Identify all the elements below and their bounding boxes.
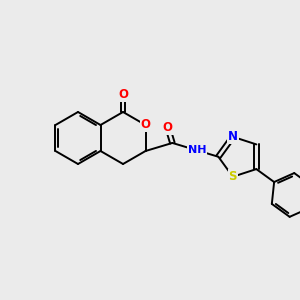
Text: NH: NH: [188, 146, 206, 155]
Text: O: O: [140, 118, 151, 131]
Text: O: O: [163, 121, 173, 134]
Text: O: O: [118, 88, 128, 101]
Text: N: N: [228, 130, 238, 143]
Text: S: S: [229, 170, 237, 183]
